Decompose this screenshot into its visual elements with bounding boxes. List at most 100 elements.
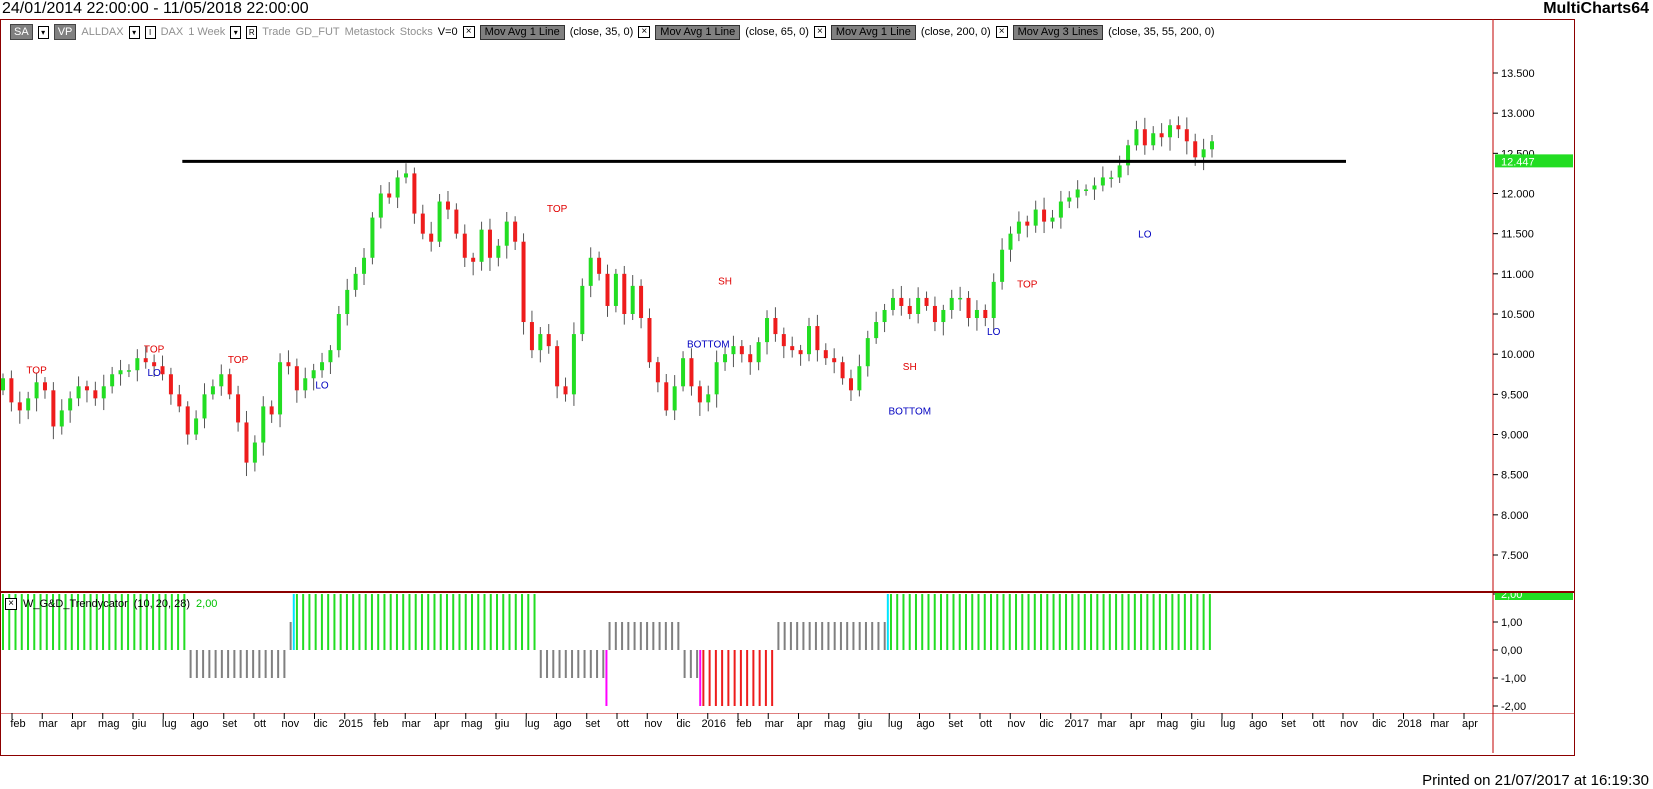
indicator-bar	[952, 594, 955, 650]
indicator-bar	[1052, 594, 1055, 650]
indicator-bar	[489, 594, 492, 650]
indicator-bar	[439, 594, 442, 650]
indicator-bar	[689, 650, 692, 678]
indicator-bar	[714, 650, 717, 706]
x-tick-label: mag	[1157, 718, 1178, 730]
indicator-bar	[258, 650, 261, 678]
indicator-bar	[771, 650, 774, 706]
x-tick-label: ott	[1313, 718, 1325, 730]
indicator-bar	[583, 650, 586, 678]
indicator-bar	[889, 594, 892, 650]
candle-body	[152, 362, 157, 367]
indicator-bar	[445, 594, 448, 650]
indicator-bar	[464, 594, 467, 650]
candle-body	[655, 362, 660, 383]
candle-body	[773, 318, 778, 335]
y-tick-label: 11.000	[1501, 269, 1534, 281]
candle-body	[807, 326, 811, 355]
candle-body	[194, 418, 199, 435]
indicator-chart[interactable]: 2,00 1,00 0,00 -1,00 -2,00 2,00	[0, 593, 1575, 753]
candle-body	[815, 326, 820, 351]
annotation-lo: BOTTOM	[687, 340, 730, 351]
close-icon[interactable]: ×	[995, 26, 1008, 38]
indicator-bar	[1096, 594, 1099, 650]
indicator-bar	[896, 594, 899, 650]
indicator-bar	[208, 650, 211, 678]
candle-body	[597, 257, 602, 274]
candle-body	[110, 374, 115, 387]
indicator-bar	[605, 650, 608, 706]
indicator-bar	[2, 594, 4, 650]
indicator-bar	[320, 594, 323, 650]
indicator-bar	[1115, 594, 1118, 650]
study-button-ma200[interactable]: Mov Avg 1 Line	[830, 24, 916, 40]
study-button-ma65[interactable]: Mov Avg 1 Line	[655, 24, 741, 40]
indicator-bar	[170, 594, 173, 650]
candle-body	[336, 314, 341, 351]
candle-body	[714, 362, 719, 395]
indicator-bar	[433, 594, 436, 650]
indicator-bar	[589, 650, 592, 678]
indicator-bar	[1190, 594, 1193, 650]
indicator-bar	[333, 594, 336, 650]
indicator-bar	[377, 594, 380, 650]
candle-body	[345, 289, 350, 314]
candle-body	[479, 229, 484, 262]
x-tick-label: nov	[281, 718, 299, 730]
x-tick-label: set	[948, 718, 963, 730]
indicator-bar	[1152, 594, 1155, 650]
candle-body	[823, 350, 828, 359]
candle-body	[974, 309, 979, 319]
close-icon[interactable]: ×	[462, 26, 475, 38]
time-axis[interactable]: feb mar apr mag giu lug ago set ott nov dic 2015 feb…	[0, 713, 1575, 733]
candle-body	[840, 362, 845, 379]
candle-body	[269, 406, 274, 415]
x-tick-label: 2015	[339, 718, 363, 730]
indicator-name[interactable]: W_G&D_Trendycator	[23, 598, 128, 610]
sa-dropdown-icon[interactable]: ▾	[37, 25, 49, 39]
study-button-ma35[interactable]: Mov Avg 1 Line	[479, 24, 565, 40]
close-icon[interactable]: ×	[813, 26, 826, 38]
symbol-dropdown-icon[interactable]: ▾	[128, 25, 140, 39]
y-tick-label: 9.000	[1501, 430, 1529, 442]
candle-body	[1176, 125, 1181, 130]
indicator-bar	[733, 650, 736, 706]
indicator-bar	[264, 650, 267, 678]
indicator-bar	[164, 594, 167, 650]
candle-body	[93, 390, 98, 399]
indicator-bar	[114, 594, 117, 650]
indicator-bar	[639, 622, 642, 650]
indicator-bar	[27, 594, 30, 650]
candle-body	[412, 173, 417, 214]
r-button[interactable]: R	[246, 25, 258, 39]
candle-body	[613, 273, 618, 306]
candle-body	[605, 273, 610, 306]
x-tick-label: dic	[313, 718, 328, 730]
annotation-top: TOP	[1017, 279, 1038, 290]
candle-body	[1193, 141, 1198, 158]
data-type-label: Trade	[262, 26, 291, 38]
indicator-bar	[1065, 594, 1068, 650]
x-tick-label: ott	[617, 718, 629, 730]
annotation-lo: BOTTOM	[888, 406, 931, 417]
indicator-bar	[214, 650, 217, 678]
sa-button[interactable]: SA	[10, 24, 33, 40]
study-button-ma3[interactable]: Mov Avg 3 Lines	[1012, 24, 1104, 40]
indicator-bar	[8, 594, 11, 650]
indicator-bar	[502, 594, 505, 650]
close-icon[interactable]: ×	[638, 26, 651, 38]
i-button[interactable]: I	[144, 25, 156, 39]
indicator-bar	[508, 594, 511, 650]
candle-body	[1025, 221, 1030, 226]
candle-body	[51, 390, 56, 427]
indicator-bar	[696, 650, 699, 678]
price-chart[interactable]: 13.50013.00012.50012.00011.50011.00010.5…	[0, 19, 1575, 592]
candle-body	[202, 394, 207, 419]
pane-separator[interactable]	[0, 591, 1575, 593]
indicator-bar	[1140, 594, 1143, 650]
vp-button[interactable]: VP	[53, 24, 77, 40]
resolution-dropdown-icon[interactable]: ▾	[230, 25, 242, 39]
indicator-bar	[789, 622, 792, 650]
x-tick-label: lug	[525, 718, 540, 730]
close-icon[interactable]: ×	[5, 598, 17, 610]
